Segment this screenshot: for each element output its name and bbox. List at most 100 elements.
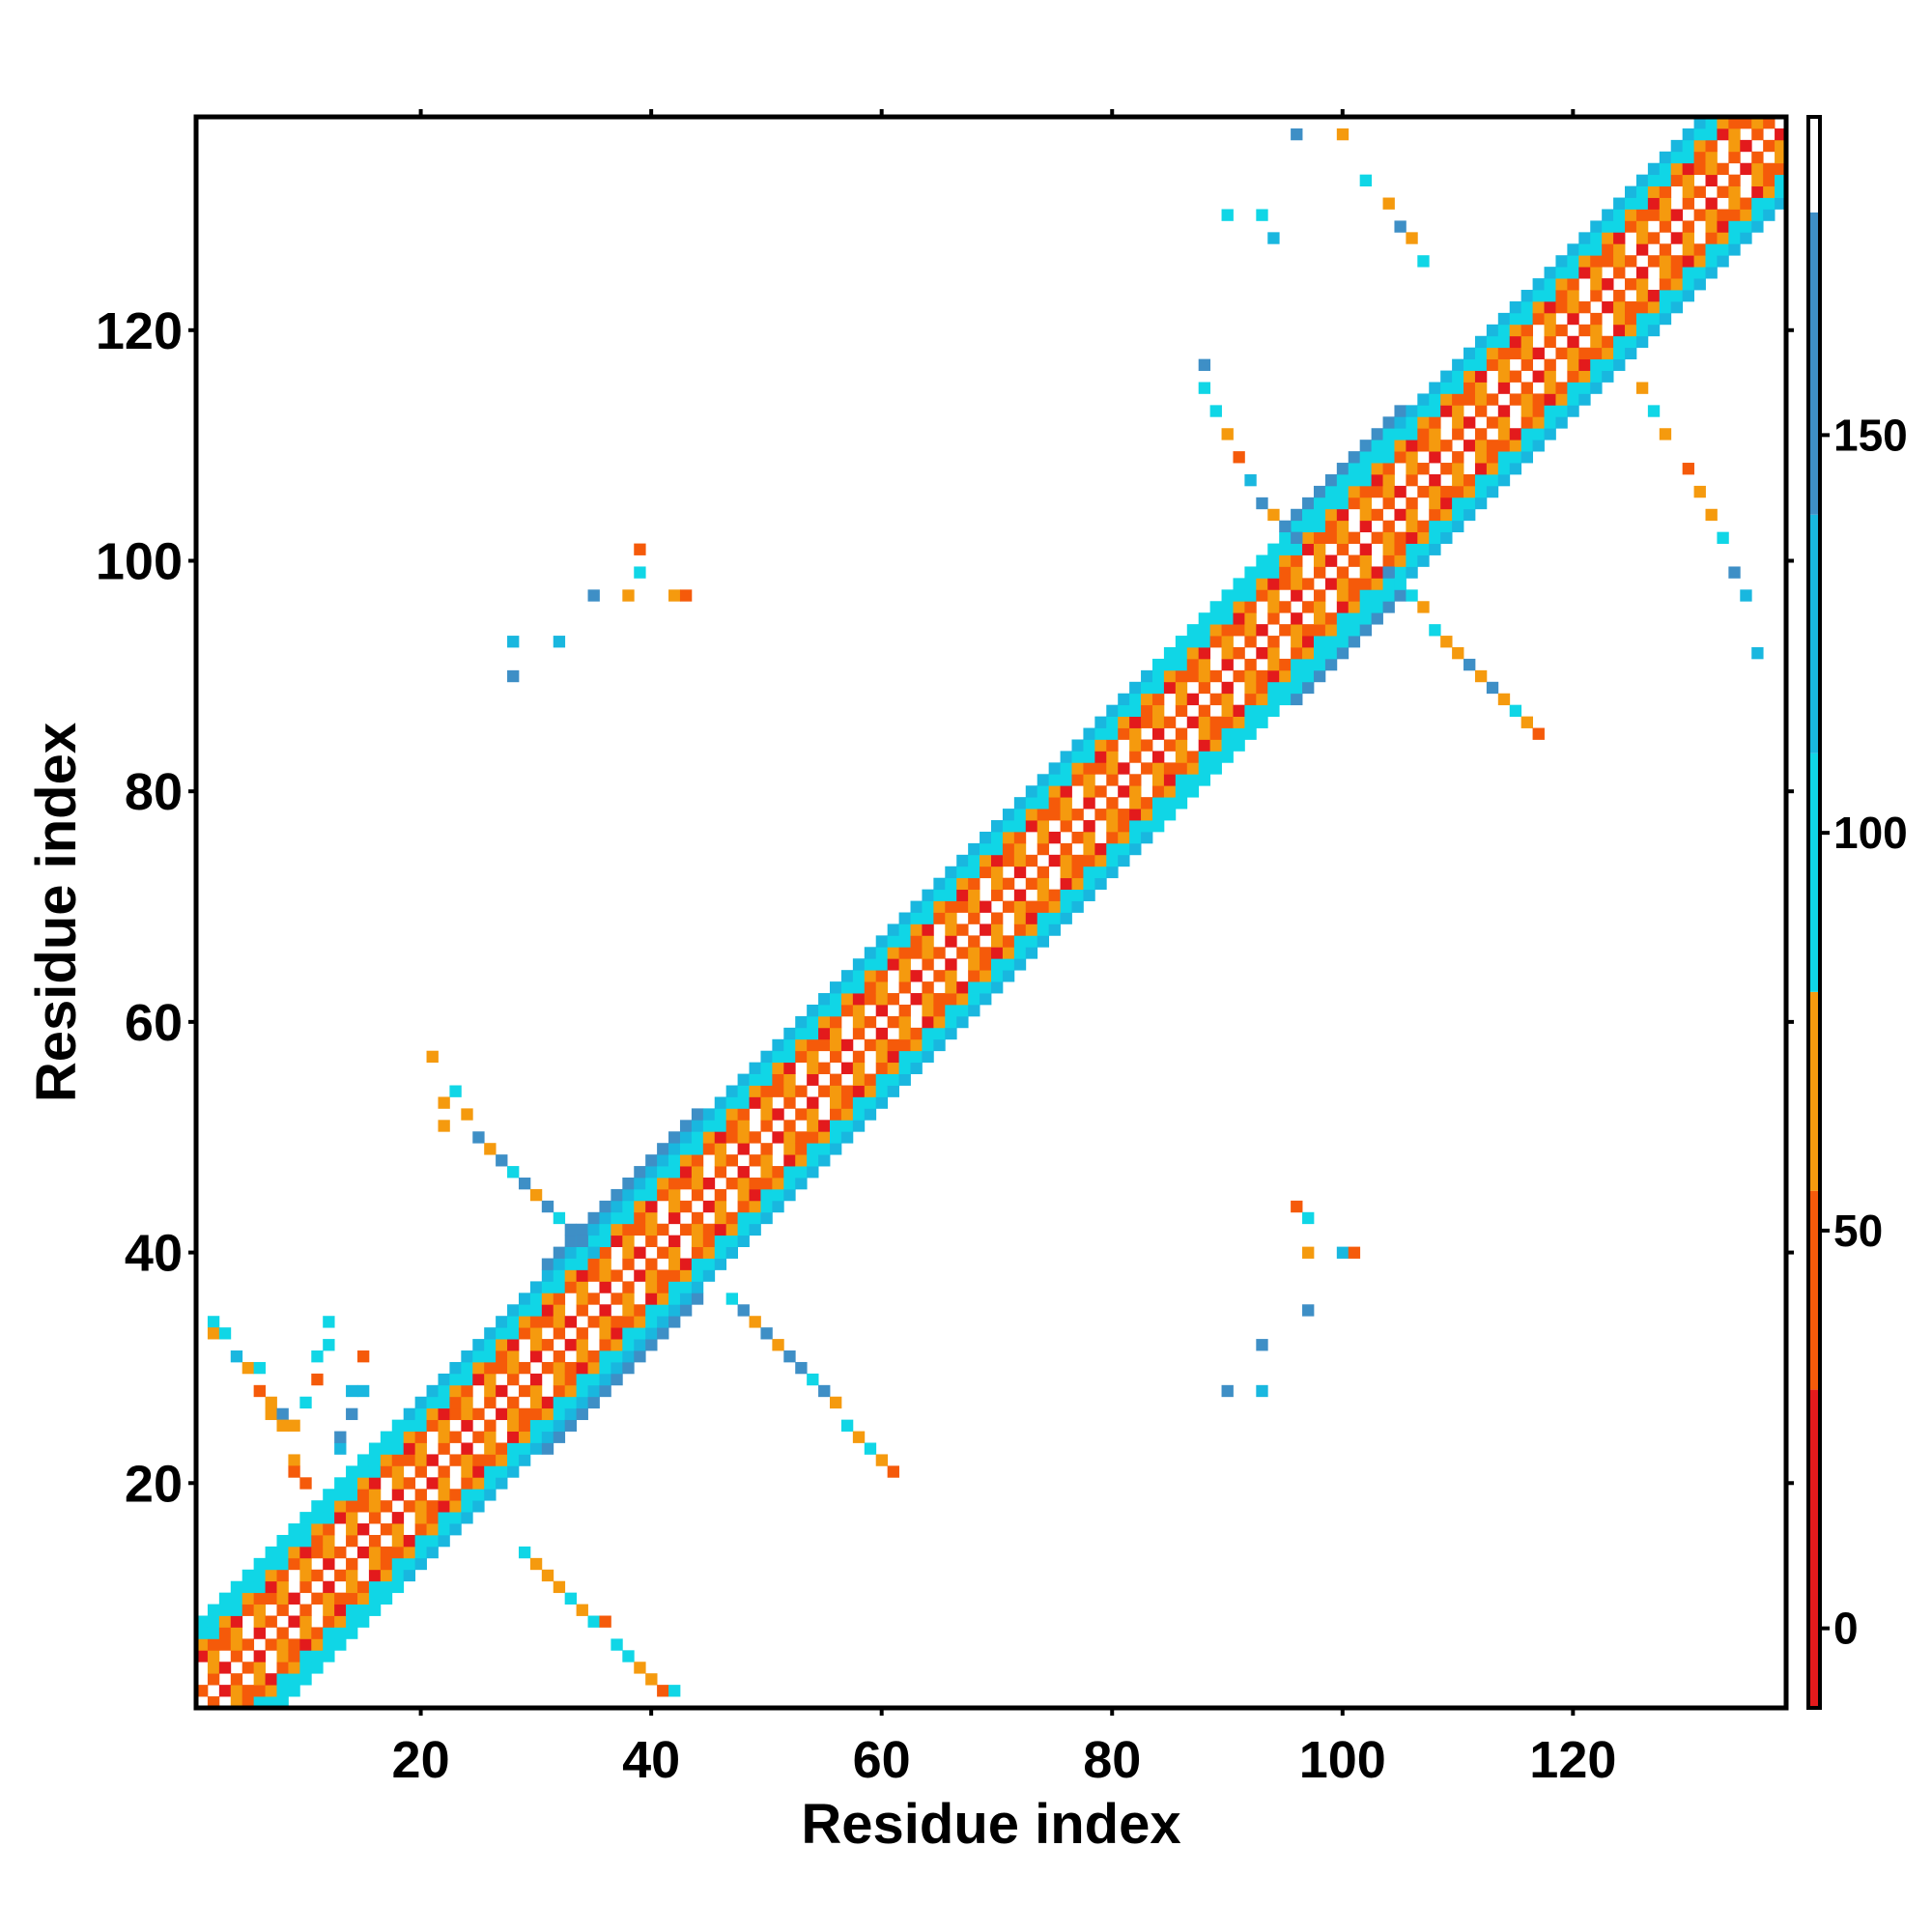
- heatmap-cell: [1106, 704, 1119, 717]
- heatmap-cell: [1406, 428, 1418, 440]
- heatmap-cell: [541, 1396, 554, 1409]
- heatmap-cell: [1555, 300, 1568, 314]
- heatmap-cell: [980, 958, 992, 971]
- heatmap-cell: [622, 1339, 635, 1351]
- heatmap-cell: [1163, 647, 1177, 660]
- heatmap-cell: [1336, 566, 1350, 579]
- heatmap-cell: [922, 900, 934, 913]
- heatmap-cell: [657, 1304, 669, 1317]
- colorbar-segment: [1808, 514, 1820, 753]
- heatmap-cell: [1429, 485, 1441, 498]
- heatmap-cell: [818, 1120, 831, 1132]
- heatmap-cell: [553, 1373, 566, 1386]
- heatmap-cell: [1151, 785, 1165, 798]
- heatmap-cell: [1693, 139, 1706, 153]
- heatmap-cell: [1775, 128, 1787, 141]
- heatmap-cell: [702, 1120, 716, 1132]
- heatmap-cell: [1740, 197, 1752, 210]
- heatmap-cell: [242, 1592, 255, 1605]
- heatmap-cell: [230, 1592, 243, 1605]
- heatmap-cell: [288, 1523, 300, 1536]
- heatmap-cell: [276, 1650, 289, 1662]
- heatmap-cell: [265, 1592, 277, 1605]
- heatmap-cell: [1313, 589, 1326, 602]
- heatmap-cell: [507, 636, 520, 648]
- heatmap-cell: [749, 1316, 761, 1328]
- heatmap-cell: [461, 1396, 473, 1409]
- heatmap-cell: [657, 1154, 669, 1167]
- heatmap-cell: [356, 1384, 370, 1398]
- heatmap-cell: [449, 1500, 462, 1513]
- heatmap-cell: [1452, 393, 1464, 406]
- heatmap-cell: [1048, 785, 1061, 798]
- heatmap-cell: [1578, 255, 1591, 268]
- heatmap-cell: [1175, 751, 1188, 763]
- heatmap-cell: [830, 1038, 842, 1052]
- heatmap-cell: [1233, 669, 1245, 683]
- heatmap-cell: [634, 566, 646, 579]
- heatmap-cell: [1474, 347, 1488, 360]
- heatmap-cell: [276, 1557, 289, 1571]
- heatmap-cell: [276, 1673, 289, 1686]
- heatmap-cell: [645, 1166, 658, 1179]
- heatmap-cell: [783, 1073, 796, 1086]
- heatmap-cell: [472, 1131, 485, 1144]
- heatmap-cell: [725, 1154, 738, 1167]
- heatmap-cell: [1371, 428, 1383, 440]
- heatmap-cell: [1613, 267, 1626, 279]
- heatmap-cell: [1463, 658, 1476, 671]
- heatmap-cell: [1336, 636, 1350, 648]
- heatmap-cell: [1406, 554, 1418, 567]
- heatmap-cell: [1060, 809, 1072, 821]
- heatmap-cell: [438, 1419, 450, 1432]
- heatmap-cell: [1302, 497, 1315, 510]
- heatmap-cell: [1151, 774, 1165, 786]
- plot-frame: [193, 114, 1789, 1711]
- heatmap-cell: [945, 877, 957, 891]
- heatmap-cell: [1302, 647, 1315, 660]
- heatmap-cell: [323, 1523, 335, 1536]
- heatmap-cell: [1175, 797, 1188, 810]
- heatmap-cell: [1693, 243, 1706, 256]
- heatmap-cell: [1071, 866, 1084, 879]
- heatmap-cell: [346, 1592, 358, 1605]
- heatmap-cell: [1705, 267, 1718, 279]
- heatmap-cell: [818, 1384, 831, 1398]
- heatmap-cell: [725, 1131, 738, 1144]
- heatmap-cell: [449, 1523, 462, 1536]
- heatmap-cell: [1647, 312, 1661, 326]
- heatmap-cell: [1682, 290, 1694, 302]
- heatmap-cell: [253, 1604, 266, 1616]
- heatmap-cell: [529, 1188, 543, 1202]
- heatmap-cell: [391, 1489, 405, 1501]
- heatmap-cell: [253, 1384, 266, 1398]
- heatmap-cell: [438, 1096, 450, 1109]
- heatmap-cell: [840, 1085, 854, 1097]
- heatmap-cell: [253, 1615, 266, 1628]
- heatmap-cell: [1382, 473, 1395, 487]
- heatmap-cell: [1474, 473, 1488, 487]
- heatmap-cell: [461, 1373, 473, 1386]
- heatmap-cell: [1302, 1211, 1315, 1225]
- heatmap-cell: [507, 1442, 520, 1455]
- heatmap-cell: [1302, 520, 1315, 533]
- heatmap-cell: [1728, 197, 1741, 210]
- heatmap-cell: [1740, 220, 1752, 233]
- heatmap-cell: [1406, 497, 1418, 510]
- heatmap-cell: [783, 1166, 796, 1179]
- heatmap-cell: [449, 1489, 462, 1501]
- heatmap-cell: [1037, 900, 1050, 913]
- heatmap-cell: [875, 958, 889, 971]
- heatmap-cell: [1359, 508, 1373, 522]
- heatmap-cell: [414, 1557, 427, 1571]
- heatmap-cell: [380, 1465, 393, 1478]
- heatmap-cell: [323, 1339, 335, 1351]
- heatmap-cell: [368, 1500, 382, 1513]
- heatmap-cell: [1406, 520, 1418, 533]
- heatmap-cell: [1440, 463, 1453, 475]
- heatmap-cell: [218, 1327, 232, 1340]
- heatmap-cell: [1198, 681, 1211, 695]
- heatmap-cell: [346, 1489, 358, 1501]
- heatmap-cell: [1163, 809, 1177, 821]
- heatmap-cell: [391, 1477, 405, 1490]
